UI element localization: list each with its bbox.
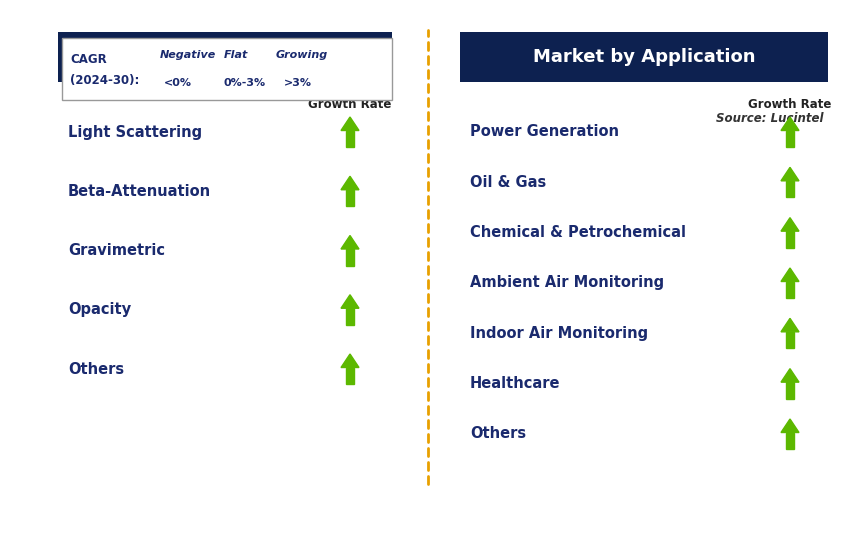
Text: Indoor Air Monitoring: Indoor Air Monitoring xyxy=(470,326,648,341)
Polygon shape xyxy=(781,318,799,332)
Text: Chemical & Petrochemical: Chemical & Petrochemical xyxy=(470,225,686,240)
Polygon shape xyxy=(341,117,359,130)
Polygon shape xyxy=(787,181,794,198)
Text: (2024-30):: (2024-30): xyxy=(70,74,139,87)
Text: Flat: Flat xyxy=(224,50,248,60)
Polygon shape xyxy=(347,367,353,384)
Polygon shape xyxy=(781,117,799,130)
Text: Healthcare: Healthcare xyxy=(470,376,560,391)
Text: <0%: <0% xyxy=(164,77,192,88)
Polygon shape xyxy=(253,60,267,78)
Text: Gravimetric: Gravimetric xyxy=(68,243,165,258)
Text: Light Scattering: Light Scattering xyxy=(68,124,202,139)
Text: 0%-3%: 0%-3% xyxy=(224,77,266,88)
Polygon shape xyxy=(787,130,794,147)
Text: Source: Lucintel: Source: Lucintel xyxy=(716,112,823,124)
Text: CAGR: CAGR xyxy=(70,53,106,66)
FancyBboxPatch shape xyxy=(460,32,828,82)
Polygon shape xyxy=(781,218,799,231)
Polygon shape xyxy=(313,56,331,68)
Text: Negative: Negative xyxy=(160,50,216,60)
Polygon shape xyxy=(347,190,353,206)
Text: Ambient Air Monitoring: Ambient Air Monitoring xyxy=(470,276,664,290)
Text: Growth Rate: Growth Rate xyxy=(748,98,831,111)
Polygon shape xyxy=(341,235,359,249)
Polygon shape xyxy=(781,419,799,433)
Text: Others: Others xyxy=(470,427,526,442)
Polygon shape xyxy=(787,382,794,399)
FancyBboxPatch shape xyxy=(62,38,392,100)
Text: Opacity: Opacity xyxy=(68,302,131,317)
Text: Beta-Attenuation: Beta-Attenuation xyxy=(68,184,211,199)
Polygon shape xyxy=(341,176,359,190)
Text: >3%: >3% xyxy=(284,77,312,88)
Polygon shape xyxy=(237,65,253,73)
Polygon shape xyxy=(341,354,359,367)
Text: Power Generation: Power Generation xyxy=(470,124,619,139)
Polygon shape xyxy=(192,56,200,70)
FancyBboxPatch shape xyxy=(58,32,392,82)
Polygon shape xyxy=(781,167,799,181)
Polygon shape xyxy=(187,70,205,82)
Text: Market by Application: Market by Application xyxy=(533,48,755,66)
Polygon shape xyxy=(341,295,359,308)
Text: Growth Rate: Growth Rate xyxy=(308,98,392,111)
Text: Market by Technology: Market by Technology xyxy=(114,48,335,66)
Polygon shape xyxy=(787,281,794,298)
Polygon shape xyxy=(787,433,794,449)
Polygon shape xyxy=(787,332,794,348)
Text: Oil & Gas: Oil & Gas xyxy=(470,175,547,190)
Polygon shape xyxy=(318,68,325,82)
Polygon shape xyxy=(347,249,353,265)
Polygon shape xyxy=(781,268,799,281)
Polygon shape xyxy=(347,130,353,147)
Text: Growing: Growing xyxy=(276,50,329,60)
Polygon shape xyxy=(787,231,794,248)
Polygon shape xyxy=(781,368,799,382)
Polygon shape xyxy=(347,308,353,325)
Text: Others: Others xyxy=(68,362,124,376)
